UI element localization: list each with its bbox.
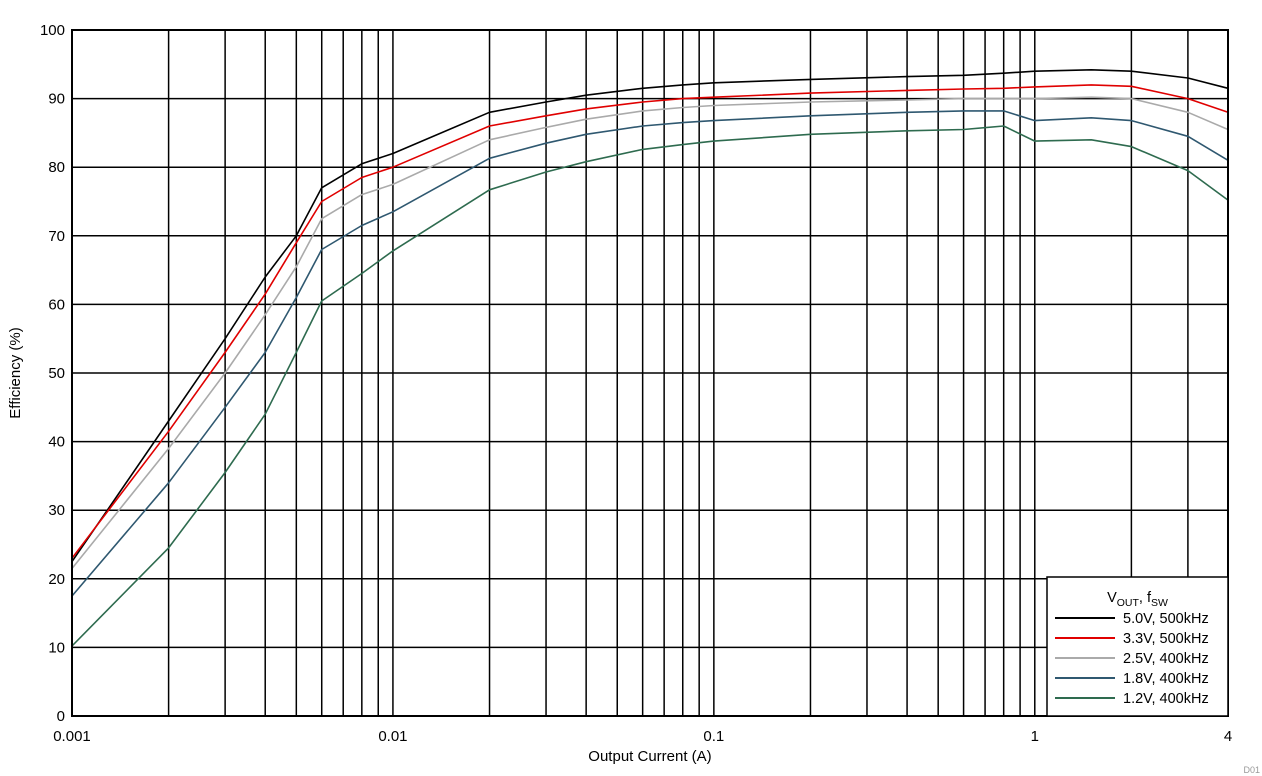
y-tick-label: 60 [48,296,65,313]
legend-title: VOUT, fSW [1107,590,1168,609]
x-tick-label: 0.001 [53,728,91,745]
legend-title-mid: , f [1139,590,1152,606]
y-tick-label: 50 [48,365,65,382]
y-axis-label: Efficiency (%) [7,327,24,418]
legend-label: 2.5V, 400kHz [1123,651,1209,667]
series-line-1 [71,84,1229,559]
y-tick-labels: 0 10 20 30 40 50 60 70 80 90 100 [40,22,65,725]
series-lines [71,69,1229,647]
y-tick-label: 80 [48,159,65,176]
y-tick-label: 100 [40,22,65,39]
y-tick-label: 90 [48,91,65,108]
x-tick-label: 4 [1224,728,1232,745]
x-tick-label: 0.1 [703,728,724,745]
legend-label: 1.2V, 400kHz [1123,691,1209,707]
series-line-3 [71,110,1229,597]
legend-title-sub-out: OUT [1117,597,1140,609]
legend-box [1046,576,1229,717]
x-tick-labels: 0.001 0.01 0.1 1 4 [53,728,1232,745]
series-line-0 [71,69,1229,563]
legend: VOUT, fSW 5.0V, 500kHz 3.3V, 500kHz 2.5V, … [1046,576,1229,717]
plot-frame [71,29,1229,717]
legend-label: 1.8V, 400kHz [1123,671,1209,687]
legend-title-sub-sw: SW [1151,597,1168,609]
x-axis-label: Output Current (A) [588,748,711,765]
y-tick-label: 40 [48,434,65,451]
series-line-2 [71,96,1229,570]
series-line-4 [71,125,1229,647]
x-tick-label: 1 [1031,728,1039,745]
y-tick-label: 10 [48,639,65,656]
legend-label: 3.3V, 500kHz [1123,631,1209,647]
legend-label: 5.0V, 500kHz [1123,611,1209,627]
figure-id: D01 [1243,765,1260,775]
y-tick-label: 70 [48,228,65,245]
legend-title-v: V [1107,590,1117,606]
legend-items: 5.0V, 500kHz 3.3V, 500kHz 2.5V, 400kHz 1.8V… [1055,611,1209,707]
y-tick-label: 0 [57,708,65,725]
y-tick-label: 30 [48,502,65,519]
x-tick-label: 0.01 [378,728,407,745]
y-tick-label: 20 [48,571,65,588]
